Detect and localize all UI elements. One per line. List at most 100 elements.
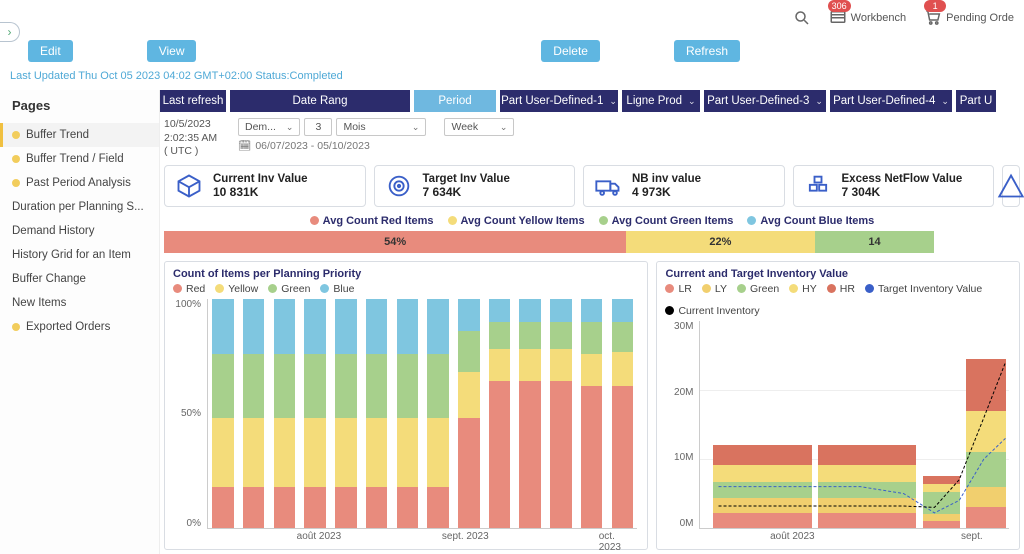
sidebar-item-label: Past Period Analysis bbox=[26, 177, 131, 189]
bar-column bbox=[335, 299, 356, 528]
topbar: Workbench Pending Orde bbox=[0, 0, 1024, 36]
legend-item: Yellow bbox=[215, 283, 258, 295]
bar-column bbox=[550, 299, 571, 528]
ribbon-cell-5[interactable]: Part User-Defined-3⌄ bbox=[704, 90, 826, 112]
date-range-unit[interactable]: Mois⌄ bbox=[336, 118, 426, 136]
chart-inventory-legend: LRLYGreenHYHRTarget Inventory ValueCurre… bbox=[665, 280, 1011, 321]
sidebar-item-6[interactable]: Buffer Change bbox=[0, 267, 159, 291]
search-icon[interactable] bbox=[793, 9, 811, 27]
chart-priority: Count of Items per Planning Priority Red… bbox=[164, 261, 648, 550]
avg-legend-item: Avg Count Red Items bbox=[310, 215, 434, 227]
chart-priority-xaxis: août 2023sept. 2023oct. 2023 bbox=[207, 531, 637, 547]
sidebar-item-label: Duration per Planning S... bbox=[12, 201, 144, 213]
ts-time: 2:02:35 AM bbox=[164, 132, 230, 146]
pending-orders-link[interactable]: Pending Orde bbox=[924, 8, 1014, 29]
avg-bar-seg: 14 bbox=[815, 231, 935, 253]
sidebar-item-label: Exported Orders bbox=[26, 321, 110, 333]
chart-inventory-yaxis: 30M20M10M0M bbox=[665, 321, 697, 529]
sidebar-item-label: Buffer Change bbox=[12, 273, 86, 285]
filter-ribbon: Last refreshDate RangPeriodPart User-Def… bbox=[160, 90, 1024, 114]
sidebar-item-4[interactable]: Demand History bbox=[0, 219, 159, 243]
chart-priority-title: Count of Items per Planning Priority bbox=[173, 268, 639, 280]
legend-item: Green bbox=[737, 283, 779, 295]
sidebar: Pages Buffer Trend Buffer Trend / Field Pa… bbox=[0, 90, 160, 554]
dot-icon bbox=[12, 131, 20, 139]
sidebar-title: Pages bbox=[0, 90, 159, 123]
sidebar-item-label: Buffer Trend / Field bbox=[26, 153, 124, 165]
ribbon-cell-4[interactable]: Ligne Prod⌄ bbox=[622, 90, 700, 112]
sidebar-item-8[interactable]: Exported Orders bbox=[0, 315, 159, 339]
sidebar-item-3[interactable]: Duration per Planning S... bbox=[0, 195, 159, 219]
sidebar-item-2[interactable]: Past Period Analysis bbox=[0, 171, 159, 195]
last-refresh-ts: 10/5/2023 2:02:35 AM ( UTC ) bbox=[164, 118, 230, 159]
date-range-sel1[interactable]: Dem...⌄ bbox=[238, 118, 300, 136]
kpi-2: NB inv value4 973K bbox=[583, 165, 785, 207]
legend-item: HY bbox=[789, 283, 817, 295]
sidebar-item-label: History Grid for an Item bbox=[12, 249, 131, 261]
action-bar: Edit View Delete Refresh bbox=[0, 36, 1024, 66]
legend-item: LY bbox=[702, 283, 727, 295]
bar-column bbox=[274, 299, 295, 528]
workbench-link[interactable]: Workbench bbox=[829, 8, 906, 29]
delete-button[interactable]: Delete bbox=[541, 40, 600, 62]
bar-column bbox=[612, 299, 633, 528]
legend-item: Green bbox=[268, 283, 310, 295]
ribbon-cell-2[interactable]: Period bbox=[414, 90, 496, 112]
kpi-3: Excess NetFlow Value7 304K bbox=[793, 165, 995, 207]
avg-bar-seg: 22% bbox=[626, 231, 814, 253]
chart-inventory: Current and Target Inventory Value LRLYG… bbox=[656, 261, 1020, 550]
expand-side-panel[interactable]: › bbox=[0, 22, 20, 42]
ts-tz: ( UTC ) bbox=[164, 145, 230, 159]
ribbon-cell-1: Date Rang bbox=[230, 90, 410, 112]
filter-ribbon-row2: 10/5/2023 2:02:35 AM ( UTC ) Dem...⌄ 3 M… bbox=[160, 114, 1024, 165]
date-range-text: 06/07/2023 - 05/10/2023 bbox=[255, 140, 369, 152]
chart-priority-legend: RedYellowGreenBlue bbox=[173, 280, 639, 299]
legend-item: Red bbox=[173, 283, 205, 295]
sidebar-item-label: Buffer Trend bbox=[26, 129, 89, 141]
bar-column bbox=[304, 299, 325, 528]
bar-column bbox=[366, 299, 387, 528]
period-select[interactable]: Week⌄ bbox=[444, 118, 514, 136]
ribbon-cell-0: Last refresh bbox=[160, 90, 226, 112]
bar-column bbox=[489, 299, 510, 528]
kpi-cut bbox=[1002, 165, 1020, 207]
avg-legend-item: Avg Count Green Items bbox=[599, 215, 734, 227]
sidebar-item-label: Demand History bbox=[12, 225, 94, 237]
cart-icon bbox=[924, 8, 942, 29]
edit-button[interactable]: Edit bbox=[28, 40, 73, 62]
bar-column bbox=[458, 299, 479, 528]
bar-column bbox=[581, 299, 602, 528]
sidebar-item-0[interactable]: Buffer Trend bbox=[0, 123, 159, 147]
ribbon-cell-3[interactable]: Part User-Defined-1⌄ bbox=[500, 90, 618, 112]
workbench-icon bbox=[829, 8, 847, 29]
refresh-button[interactable]: Refresh bbox=[674, 40, 740, 62]
chart-inventory-plot bbox=[699, 321, 1009, 529]
chart-inventory-xaxis: août 2023sept. bbox=[699, 531, 1009, 547]
ribbon-cell-6[interactable]: Part User-Defined-4⌄ bbox=[830, 90, 952, 112]
sidebar-item-5[interactable]: History Grid for an Item bbox=[0, 243, 159, 267]
kpi-row: Current Inv Value10 831KTarget Inv Value… bbox=[160, 165, 1024, 213]
dot-icon bbox=[12, 179, 20, 187]
chart-priority-plot bbox=[207, 299, 637, 529]
avg-legend-item: Avg Count Yellow Items bbox=[448, 215, 585, 227]
legend-item: Target Inventory Value bbox=[865, 283, 982, 295]
status-line: Last Updated Thu Oct 05 2023 04:02 GMT+0… bbox=[0, 66, 1024, 90]
workbench-label: Workbench bbox=[851, 12, 906, 24]
sidebar-item-1[interactable]: Buffer Trend / Field bbox=[0, 147, 159, 171]
dot-icon bbox=[12, 155, 20, 163]
bar-column bbox=[212, 299, 233, 528]
kpi-1: Target Inv Value7 634K bbox=[374, 165, 576, 207]
bar-column bbox=[519, 299, 540, 528]
avg-count-legend: Avg Count Red Items Avg Count Yellow Item… bbox=[160, 213, 1024, 231]
ts-date: 10/5/2023 bbox=[164, 118, 230, 132]
view-button[interactable]: View bbox=[147, 40, 197, 62]
date-range-num[interactable]: 3 bbox=[304, 118, 332, 136]
sidebar-item-7[interactable]: New Items bbox=[0, 291, 159, 315]
kpi-0: Current Inv Value10 831K bbox=[164, 165, 366, 207]
bar-column bbox=[397, 299, 418, 528]
bar-column bbox=[243, 299, 264, 528]
content: Last refreshDate RangPeriodPart User-Def… bbox=[160, 90, 1024, 554]
legend-item: HR bbox=[827, 283, 855, 295]
avg-bar-seg: 54% bbox=[164, 231, 626, 253]
calendar-icon: 🗓 bbox=[238, 139, 251, 152]
